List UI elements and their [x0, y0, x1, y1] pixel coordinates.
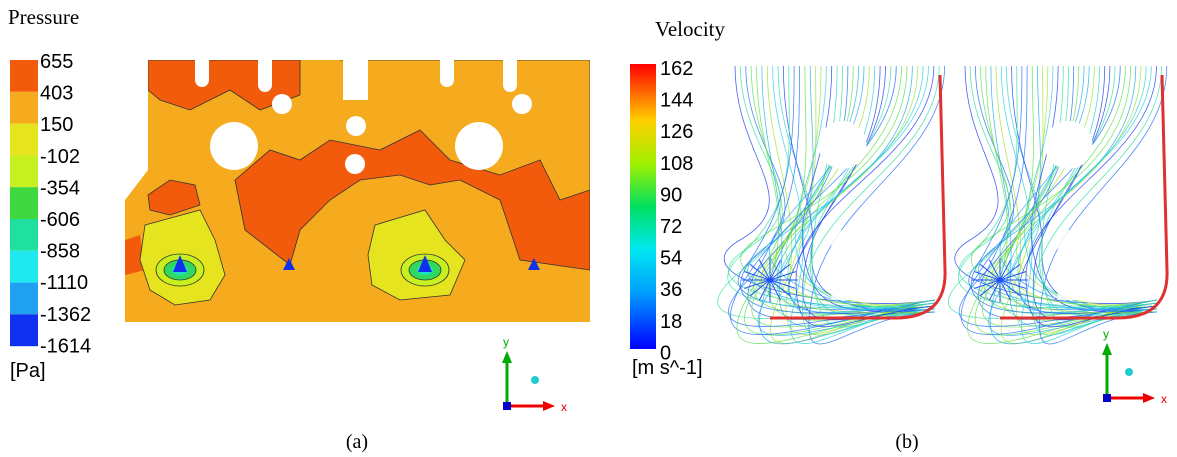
- velocity-streamlines: [718, 66, 1167, 344]
- axis-label-y: y: [1103, 327, 1109, 341]
- legend-label: 162: [660, 58, 693, 80]
- cylinder: [1045, 121, 1093, 169]
- legend-label: -1110: [40, 272, 88, 294]
- cavity: [1058, 230, 1156, 300]
- legend-label: -354: [40, 177, 80, 199]
- legend-label: 108: [660, 153, 693, 175]
- velocity-colorbar: [630, 64, 656, 349]
- legend-label: 150: [40, 114, 73, 136]
- legend-label: 144: [660, 90, 693, 112]
- legend-label: 36: [660, 279, 682, 301]
- panel-a-title: Pressure: [8, 5, 79, 29]
- legend-label: -858: [40, 241, 80, 263]
- colorbar-band: [10, 92, 38, 124]
- legend-label: -1614: [40, 335, 91, 357]
- colorbar-band: [10, 251, 38, 283]
- legend-label: -102: [40, 146, 80, 168]
- legend-label: 54: [660, 248, 682, 270]
- legend-label: 18: [660, 311, 682, 333]
- caption-a: (a): [346, 431, 368, 453]
- page: Pressure 655 403 150 -102 -354 -606 -858 -1110 -…: [0, 0, 1177, 457]
- caption-b: (b): [895, 431, 918, 453]
- axis-label-x: x: [561, 400, 567, 414]
- axis-label-x: x: [1161, 392, 1167, 406]
- colorbar-band: [10, 283, 38, 315]
- legend-label: 403: [40, 83, 73, 105]
- panel-b-unit: [m s^-1]: [632, 357, 703, 379]
- legend-label: -606: [40, 209, 80, 231]
- colorbar-band: [10, 187, 38, 219]
- colorbar-band: [10, 219, 38, 251]
- legend-label: -1362: [40, 304, 91, 326]
- colorbar-band: [10, 60, 38, 92]
- cavity: [831, 230, 932, 300]
- colorbar-band: [10, 124, 38, 156]
- legend-label: 72: [660, 216, 682, 238]
- pressure-colorbar: [10, 60, 38, 346]
- legend-label: 90: [660, 184, 682, 206]
- legend-label: 126: [660, 121, 693, 143]
- axis-label-y: y: [503, 335, 509, 349]
- figure: Pressure 655 403 150 -102 -354 -606 -858 -1110 -…: [0, 0, 1177, 457]
- pressure-contour: [120, 55, 600, 325]
- panel-a-unit: [Pa]: [10, 360, 46, 382]
- colorbar-band: [10, 314, 38, 346]
- pressure-legend-labels: 655 403 150 -102 -354 -606 -858 -1110 -1362 -1614: [40, 51, 91, 357]
- panel-b-title: Velocity: [655, 17, 725, 41]
- cylinder: [819, 121, 867, 169]
- axis-triad-a: y x: [502, 335, 567, 414]
- legend-label: 655: [40, 51, 73, 73]
- colorbar-band: [10, 155, 38, 187]
- axis-triad-b: y x: [1102, 327, 1167, 406]
